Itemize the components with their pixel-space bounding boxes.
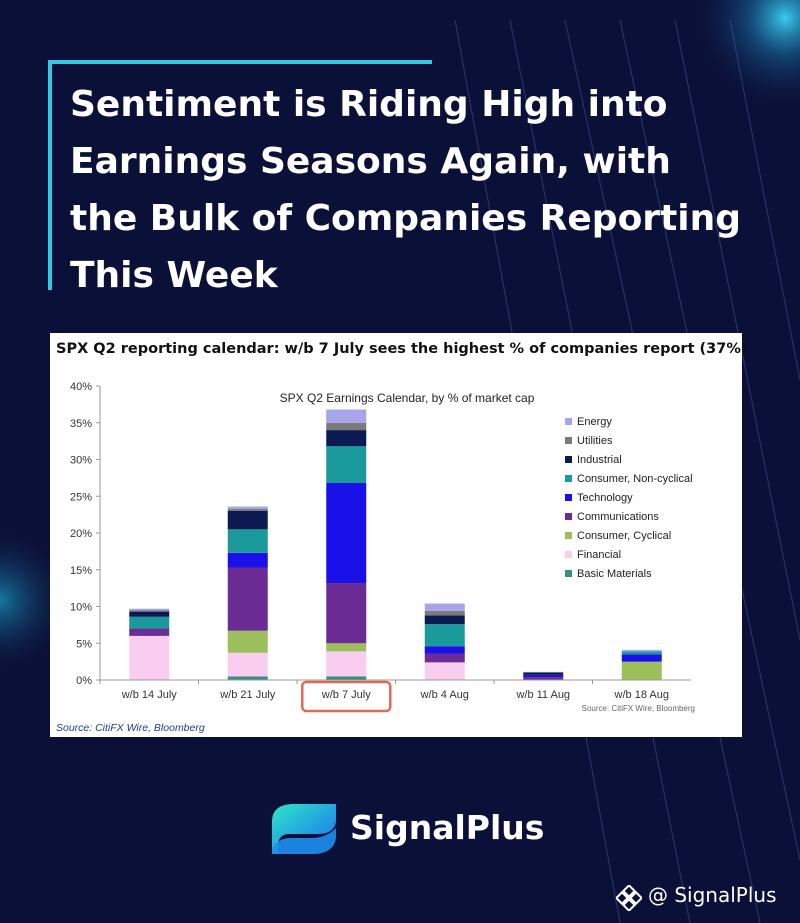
bar-segment (227, 552, 268, 568)
legend-label: Communications (577, 511, 659, 523)
y-axis: 0% 5% 10% 15% 20% 25% 30% 35% 40% (70, 381, 101, 687)
legend-label: Industrial (577, 454, 622, 466)
glow-top-right (690, 0, 800, 113)
bar-segment (129, 628, 170, 636)
bar-segment (326, 483, 367, 583)
chart-card: SPX Q2 reporting calendar: w/b 7 July se… (50, 333, 748, 737)
bar-segment (621, 651, 662, 655)
x-tick-label: w/b 18 Aug (614, 689, 669, 701)
bar-segment (621, 649, 662, 652)
legend-label: Consumer, Cyclical (577, 530, 671, 542)
headline: Sentiment is Riding High into Earnings S… (70, 84, 742, 296)
legend-label: Energy (577, 416, 612, 428)
legend-label: Financial (577, 549, 621, 561)
legend-label: Utilities (577, 435, 613, 447)
bar-segment (326, 422, 367, 431)
legend-swatch (565, 418, 572, 425)
bar-segment (227, 676, 268, 680)
bar-segment (523, 671, 564, 673)
bar-segment (326, 676, 367, 680)
bar-segment (227, 529, 268, 553)
bar-segment (326, 643, 367, 652)
chart-title: SPX Q2 Earnings Calendar, by % of market… (280, 391, 535, 405)
bar-segment (129, 616, 170, 629)
y-tick-label: 15% (70, 565, 92, 577)
bar-segment (523, 672, 564, 675)
bar-segment (523, 677, 564, 680)
legend-swatch (565, 513, 572, 520)
y-tick-label: 10% (70, 602, 92, 614)
bar-segment (326, 409, 367, 423)
bar-segment (129, 635, 170, 680)
legend-label: Technology (577, 492, 633, 504)
bar-segment (227, 567, 268, 631)
x-tick-label: w/b 7 July (321, 689, 371, 701)
bar-segment (326, 651, 367, 677)
highlight-box (301, 680, 392, 713)
bar-segment (424, 653, 465, 663)
legend-swatch (565, 532, 572, 539)
bar-segment (424, 615, 465, 625)
bar-segment (424, 662, 465, 680)
bar-segment (621, 654, 662, 662)
bar-segment (227, 508, 268, 511)
legend-swatch (565, 570, 572, 577)
bar-segment (129, 608, 170, 611)
bar-segment (227, 506, 268, 509)
legend: Energy Utilities Industrial Consumer, Non-c… (565, 416, 693, 580)
bar-segment (326, 582, 367, 644)
bar-segment (424, 610, 465, 616)
bar-segment (326, 446, 367, 484)
x-tick-label: w/b 21 July (219, 689, 276, 701)
bar-segment (129, 610, 170, 612)
bar-segment (424, 646, 465, 654)
y-tick-label: 30% (70, 455, 92, 467)
signalplus-logo-icon (272, 804, 336, 854)
legend-swatch (565, 456, 572, 463)
y-tick-label: 40% (70, 381, 92, 393)
x-axis: w/b 14 July w/b 21 July w/b 7 July w/b 4 Au… (99, 679, 691, 713)
chart-caption: SPX Q2 reporting calendar: w/b 7 July se… (56, 341, 748, 357)
bar-segment (227, 510, 268, 530)
bar-segment (424, 603, 465, 611)
binance-square-icon (616, 885, 642, 911)
legend-swatch (565, 475, 572, 482)
bar-segment (621, 661, 662, 680)
y-tick-label: 0% (76, 675, 92, 687)
bar-segment (129, 611, 170, 617)
y-tick-label: 5% (76, 638, 92, 650)
x-tick-label: w/b 4 Aug (420, 689, 469, 701)
legend-label: Consumer, Non-cyclical (577, 473, 693, 485)
legend-label: Basic Materials (577, 568, 652, 580)
bar-segment (326, 430, 367, 447)
y-tick-label: 35% (70, 418, 92, 430)
legend-swatch (565, 437, 572, 444)
y-tick-label: 25% (70, 491, 92, 503)
x-tick-label: w/b 11 Aug (515, 689, 570, 701)
social-handle: @ SignalPlus (648, 883, 777, 907)
bar-segment (523, 674, 564, 678)
card-source: Source: CitiFX Wire, Bloomberg (56, 722, 205, 734)
legend-swatch (565, 551, 572, 558)
brand-name: SignalPlus (350, 808, 545, 847)
stacked-bar-chart: 0%5%10%15%20%25%30%35%40% w/b 14 July w/b… (70, 381, 695, 713)
bar-segment (424, 624, 465, 647)
bar-segment (227, 652, 268, 677)
source-note: Source: CitiFX Wire, Bloomberg (582, 704, 695, 713)
x-tick-label: w/b 14 July (121, 689, 178, 701)
bars (129, 409, 662, 680)
legend-swatch (565, 494, 572, 501)
y-tick-label: 20% (70, 528, 92, 540)
bar-segment (227, 630, 268, 653)
title-frame (48, 60, 432, 290)
